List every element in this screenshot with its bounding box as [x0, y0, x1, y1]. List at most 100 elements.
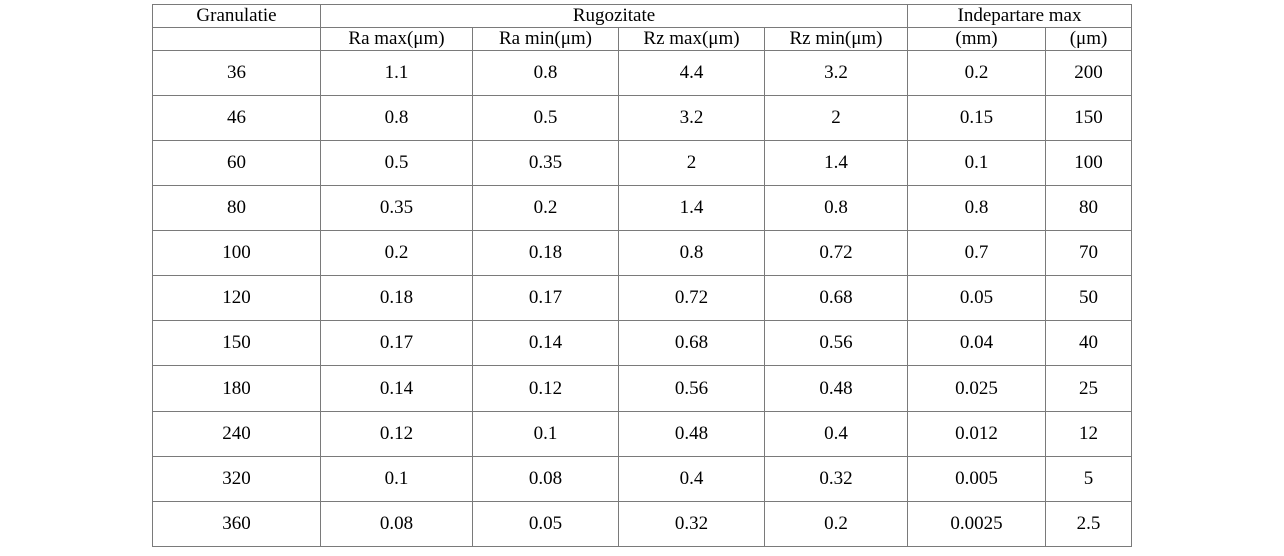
table-cell: 0.8 — [618, 230, 765, 277]
granulatie-cell: 80 — [152, 185, 321, 232]
table-row: 150 0.17 0.14 0.68 0.56 0.04 40 — [152, 320, 1132, 367]
table-cell: 0.18 — [320, 275, 473, 322]
table-cell: 0.08 — [472, 455, 619, 502]
table-cell: 0.05 — [472, 500, 619, 548]
table-cell: 150 — [1045, 94, 1132, 141]
table-cell: 0.35 — [472, 139, 619, 187]
data-table: Granulatie Rugozitate Indepartare max Ra… — [152, 4, 1132, 548]
table-cell: 0.72 — [764, 230, 908, 277]
table-cell: 0.8 — [907, 185, 1046, 232]
table-cell: 0.35 — [320, 185, 473, 232]
subheader-cell: Ra min(μm) — [472, 26, 619, 51]
table-row: 180 0.14 0.12 0.56 0.48 0.025 25 — [152, 365, 1132, 412]
table-cell: 40 — [1045, 320, 1132, 367]
granulatie-cell: 120 — [152, 275, 321, 322]
table-cell: 2 — [764, 94, 908, 141]
table-cell: 25 — [1045, 365, 1132, 412]
table-row: 46 0.8 0.5 3.2 2 0.15 150 — [152, 94, 1132, 141]
table-row: 80 0.35 0.2 1.4 0.8 0.8 80 — [152, 185, 1132, 232]
table-cell: 5 — [1045, 455, 1132, 502]
table-cell: 0.05 — [907, 275, 1046, 322]
header-indepartare-group: Indepartare max — [907, 4, 1132, 28]
table-cell: 0.17 — [472, 275, 619, 322]
subheader-cell: Ra max(μm) — [320, 26, 473, 51]
table-cell: 0.18 — [472, 230, 619, 277]
table-row: 60 0.5 0.35 2 1.4 0.1 100 — [152, 139, 1132, 187]
table-cell: 0.72 — [618, 275, 765, 322]
table-cell: 0.005 — [907, 455, 1046, 502]
subheader-cell: (μm) — [1045, 26, 1132, 51]
table-cell: 0.48 — [764, 365, 908, 412]
table-cell: 12 — [1045, 410, 1132, 457]
table-row: 120 0.18 0.17 0.72 0.68 0.05 50 — [152, 275, 1132, 322]
table-cell: 0.012 — [907, 410, 1046, 457]
granulatie-cell: 360 — [152, 500, 321, 548]
header-granulatie: Granulatie — [152, 4, 321, 28]
table-cell: 3.2 — [764, 49, 908, 96]
table-cell: 0.0025 — [907, 500, 1046, 548]
table-cell: 4.4 — [618, 49, 765, 96]
subheader-cell: Rz max(μm) — [618, 26, 765, 51]
table-cell: 0.17 — [320, 320, 473, 367]
table-cell: 0.8 — [320, 94, 473, 141]
granulatie-cell: 150 — [152, 320, 321, 367]
table-cell: 0.56 — [764, 320, 908, 367]
table-cell: 0.1 — [907, 139, 1046, 187]
table-cell: 3.2 — [618, 94, 765, 141]
table-cell: 0.32 — [764, 455, 908, 502]
table-cell: 0.04 — [907, 320, 1046, 367]
table-cell: 0.12 — [320, 410, 473, 457]
table-cell: 0.12 — [472, 365, 619, 412]
table-cell: 50 — [1045, 275, 1132, 322]
table-cell: 200 — [1045, 49, 1132, 96]
table-cell: 0.4 — [764, 410, 908, 457]
granulatie-cell: 46 — [152, 94, 321, 141]
table-cell: 0.2 — [320, 230, 473, 277]
table-cell: 1.4 — [764, 139, 908, 187]
table-cell: 0.1 — [320, 455, 473, 502]
table-cell: 0.15 — [907, 94, 1046, 141]
granulatie-cell: 240 — [152, 410, 321, 457]
table-cell: 0.1 — [472, 410, 619, 457]
table-cell: 0.4 — [618, 455, 765, 502]
table-row: 36 1.1 0.8 4.4 3.2 0.2 200 — [152, 49, 1132, 96]
table-cell: 100 — [1045, 139, 1132, 187]
table-cell: 0.8 — [472, 49, 619, 96]
table-cell: 1.4 — [618, 185, 765, 232]
table-cell: 1.1 — [320, 49, 473, 96]
table-cell: 0.68 — [764, 275, 908, 322]
table-row: 100 0.2 0.18 0.8 0.72 0.7 70 — [152, 230, 1132, 277]
table-cell: 0.7 — [907, 230, 1046, 277]
table-cell: 0.08 — [320, 500, 473, 548]
grit-roughness-table: Granulatie Rugozitate Indepartare max Ra… — [152, 4, 1132, 548]
subheader-cell: (mm) — [907, 26, 1046, 51]
table-cell: 0.56 — [618, 365, 765, 412]
header-rugozitate-group: Rugozitate — [320, 4, 908, 28]
granulatie-cell: 180 — [152, 365, 321, 412]
table-cell: 80 — [1045, 185, 1132, 232]
table-cell: 2.5 — [1045, 500, 1132, 548]
table-cell: 0.14 — [472, 320, 619, 367]
table-cell: 0.2 — [472, 185, 619, 232]
table-cell: 70 — [1045, 230, 1132, 277]
table-cell: 0.2 — [907, 49, 1046, 96]
granulatie-cell: 100 — [152, 230, 321, 277]
granulatie-cell: 36 — [152, 49, 321, 96]
table-subheader-row: Ra max(μm) Ra min(μm) Rz max(μm) Rz min(μm)… — [152, 26, 1132, 51]
table-cell: 0.14 — [320, 365, 473, 412]
table-row: 360 0.08 0.05 0.32 0.2 0.0025 2.5 — [152, 500, 1132, 548]
table-cell: 2 — [618, 139, 765, 187]
table-row: 240 0.12 0.1 0.48 0.4 0.012 12 — [152, 410, 1132, 457]
subheader-cell — [152, 26, 321, 51]
table-cell: 0.2 — [764, 500, 908, 548]
table-row: 320 0.1 0.08 0.4 0.32 0.005 5 — [152, 455, 1132, 502]
table-cell: 0.8 — [764, 185, 908, 232]
table-cell: 0.48 — [618, 410, 765, 457]
table-cell: 0.5 — [472, 94, 619, 141]
table-header-group-row: Granulatie Rugozitate Indepartare max — [152, 4, 1132, 28]
table-cell: 0.68 — [618, 320, 765, 367]
table-cell: 0.5 — [320, 139, 473, 187]
table-cell: 0.025 — [907, 365, 1046, 412]
table-cell: 0.32 — [618, 500, 765, 548]
granulatie-cell: 60 — [152, 139, 321, 187]
